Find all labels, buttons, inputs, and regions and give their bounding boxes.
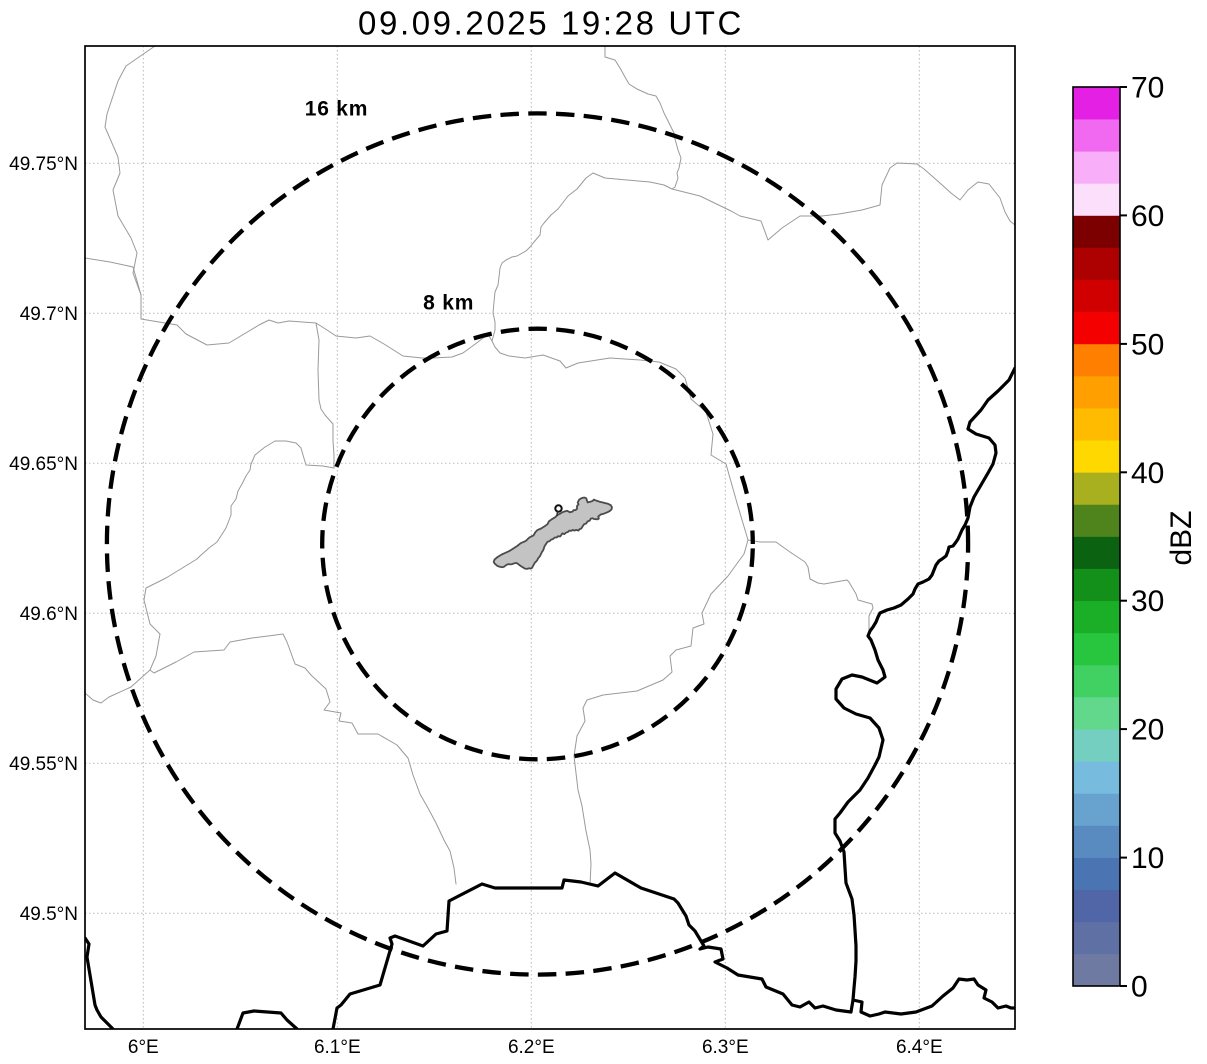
svg-text:20: 20 xyxy=(1131,714,1164,747)
svg-text:dBZ: dBZ xyxy=(1165,510,1198,565)
svg-text:49.6°N: 49.6°N xyxy=(20,604,78,625)
svg-text:09.09.2025 19:28 UTC: 09.09.2025 19:28 UTC xyxy=(358,5,744,42)
svg-text:49.55°N: 49.55°N xyxy=(9,754,78,775)
svg-text:16 km: 16 km xyxy=(305,98,369,121)
svg-text:6.3°E: 6.3°E xyxy=(702,1037,749,1058)
svg-text:49.75°N: 49.75°N xyxy=(9,154,78,175)
svg-text:8 km: 8 km xyxy=(423,292,474,315)
svg-text:0: 0 xyxy=(1131,971,1148,1004)
svg-text:6.1°E: 6.1°E xyxy=(314,1037,361,1058)
svg-text:70: 70 xyxy=(1131,72,1164,105)
svg-text:10: 10 xyxy=(1131,842,1164,875)
svg-text:49.5°N: 49.5°N xyxy=(20,904,78,925)
svg-text:49.65°N: 49.65°N xyxy=(9,454,78,475)
svg-text:6.4°E: 6.4°E xyxy=(896,1037,943,1058)
svg-text:6.2°E: 6.2°E xyxy=(508,1037,555,1058)
svg-text:50: 50 xyxy=(1131,328,1164,361)
svg-text:49.7°N: 49.7°N xyxy=(20,304,78,325)
svg-text:6°E: 6°E xyxy=(128,1037,159,1058)
svg-text:60: 60 xyxy=(1131,200,1164,233)
svg-text:40: 40 xyxy=(1131,457,1164,490)
svg-text:30: 30 xyxy=(1131,585,1164,618)
